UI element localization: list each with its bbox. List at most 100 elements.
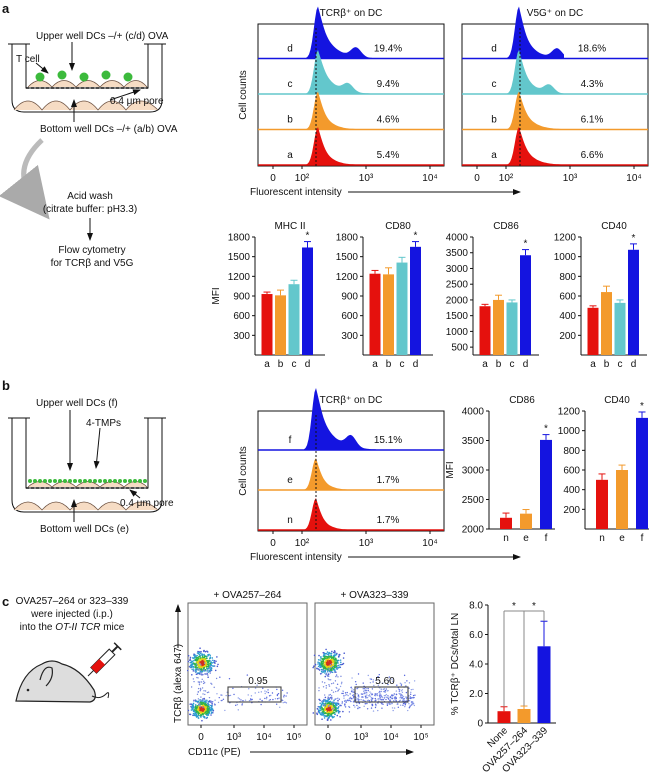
event-dot	[279, 706, 281, 708]
event-dot	[405, 702, 407, 704]
category-label-b: b	[604, 359, 610, 370]
event-dot	[346, 699, 349, 701]
event-dot	[212, 659, 214, 662]
event-dot	[392, 709, 394, 712]
event-dot	[410, 697, 413, 700]
event-dot	[313, 654, 316, 657]
event-dot	[382, 699, 385, 701]
event-dot	[367, 674, 369, 677]
event-dot	[325, 672, 328, 675]
event-dot	[329, 655, 332, 658]
upper-well-label: Upper well DCs –/+ (c/d) OVA	[36, 31, 169, 42]
bar-e	[520, 513, 532, 529]
event-dot	[408, 703, 410, 705]
event-dot	[327, 670, 329, 672]
event-dot	[363, 705, 365, 708]
event-dot	[204, 700, 207, 702]
event-dot	[264, 697, 266, 700]
event-dot	[193, 714, 196, 717]
event-dot	[339, 661, 342, 664]
event-dot	[233, 693, 235, 696]
event-dot	[389, 699, 391, 702]
event-dot	[321, 703, 323, 705]
event-dot	[372, 710, 375, 712]
event-dot	[358, 699, 360, 701]
chart-title: MHC II	[274, 221, 305, 232]
histogram-curve-a	[507, 127, 564, 165]
event-dot	[332, 663, 334, 666]
syringe-icon	[87, 642, 122, 677]
event-dot	[404, 685, 407, 687]
event-dot	[237, 709, 239, 711]
event-dot	[336, 714, 339, 717]
event-dot	[397, 702, 399, 705]
event-dot	[202, 669, 204, 672]
chart-title: CD80	[385, 221, 411, 232]
event-dot	[191, 660, 194, 663]
event-dot	[323, 694, 326, 696]
event-dot	[201, 703, 203, 706]
event-dot	[368, 700, 371, 702]
event-dot	[376, 693, 378, 695]
event-dot	[366, 696, 369, 699]
event-dot	[320, 666, 322, 668]
event-dot	[194, 671, 197, 673]
event-dot	[400, 684, 403, 686]
chart-title: + OVA323–339	[341, 590, 409, 601]
event-dot	[323, 704, 325, 707]
category-label-a: a	[372, 359, 378, 370]
histogram-curve-b	[507, 91, 564, 130]
event-dot	[336, 652, 338, 655]
event-dot	[199, 704, 201, 706]
event-dot	[364, 700, 366, 702]
event-dot	[195, 715, 198, 718]
event-dot	[412, 703, 414, 706]
event-dot	[330, 713, 333, 716]
event-dot	[335, 690, 337, 693]
event-dot	[333, 707, 335, 709]
histogram-curve-c	[306, 50, 373, 94]
event-dot	[259, 698, 261, 700]
event-dot	[276, 688, 278, 691]
bar-b	[275, 295, 286, 355]
event-dot	[238, 698, 241, 700]
event-dot	[200, 709, 203, 712]
event-dot	[326, 651, 329, 653]
event-dot	[327, 719, 329, 721]
event-dot	[336, 667, 339, 670]
event-dot	[335, 671, 337, 674]
tmp-particle	[33, 479, 37, 483]
event-dot	[344, 703, 346, 706]
event-dot	[209, 670, 211, 673]
event-dot	[197, 687, 200, 690]
event-dot	[322, 652, 325, 654]
x-tick-label: 10⁵	[413, 732, 428, 743]
event-dot	[382, 703, 384, 706]
event-dot	[327, 696, 329, 698]
x-tick-label: 0	[198, 732, 204, 743]
event-dot	[325, 652, 328, 655]
event-dot	[199, 647, 201, 649]
category-label-d: d	[523, 359, 529, 370]
y-tick-label: 800	[563, 446, 580, 457]
event-dot	[242, 699, 244, 702]
event-dot	[267, 691, 270, 694]
x-tick-label: 10³	[563, 173, 578, 184]
tmp-particle	[113, 479, 117, 483]
event-dot	[196, 659, 199, 661]
event-dot	[190, 706, 193, 709]
scatter-scatter-c-257: + OVA257–264 0.95 0 10³ 10⁴ 10⁵ TCRβ (alexa 64…	[173, 590, 414, 758]
category-label-d: d	[413, 359, 419, 370]
event-dot	[213, 661, 216, 664]
event-dot	[374, 693, 376, 695]
event-dot	[324, 672, 326, 674]
event-dot	[337, 676, 339, 678]
event-dot	[352, 690, 354, 693]
event-dot	[337, 659, 340, 662]
event-dot	[344, 700, 346, 702]
chart-title: CD40	[604, 395, 630, 406]
event-dot	[331, 665, 334, 668]
tmp-particle	[63, 479, 67, 483]
event-dot	[322, 662, 325, 664]
event-dot	[329, 666, 332, 669]
